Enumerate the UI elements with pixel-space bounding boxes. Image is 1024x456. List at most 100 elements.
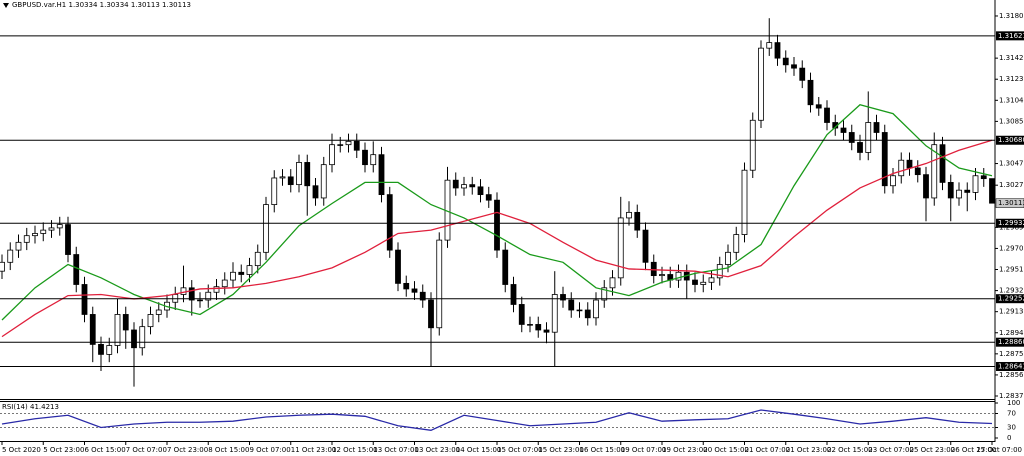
candle-body	[716, 264, 723, 279]
x-tick-label: 15 Oct 07:00	[497, 446, 543, 454]
candle-body	[320, 164, 327, 199]
x-tick-label: 16 Oct 15:00	[580, 446, 626, 454]
price-label-box	[995, 198, 1024, 208]
candle-body	[774, 42, 781, 59]
candle-body	[700, 281, 707, 285]
y-tick-label: 1.28375	[999, 392, 1024, 400]
y-tick-label: 1.28565	[999, 371, 1024, 379]
candle-body	[766, 42, 773, 49]
x-tick-label: 25 Oct 23:00	[910, 446, 956, 454]
candle-body	[263, 204, 269, 253]
candle-body	[73, 254, 80, 285]
menu-arrow[interactable]	[3, 3, 9, 8]
candle-body	[956, 189, 962, 199]
y-tick-label: 1.29705	[999, 244, 1024, 252]
candle-body	[939, 144, 946, 183]
candle-body	[205, 291, 212, 301]
y-tick-label: 1.29135	[999, 308, 1024, 316]
candle-body	[733, 234, 740, 253]
last-close: 1.30113	[162, 1, 191, 9]
last-high: 1.30334	[100, 1, 129, 9]
candle-body	[906, 159, 913, 169]
candle-body	[304, 162, 311, 187]
x-tick-label: 7 Oct 07:00	[126, 446, 167, 454]
candle-body	[345, 140, 352, 146]
candle-body	[378, 154, 385, 196]
y-tick-label: 1.31420	[999, 54, 1024, 62]
candle-body	[230, 271, 236, 281]
candle-body	[914, 167, 921, 176]
candle-body	[964, 189, 971, 193]
candle-body	[329, 144, 335, 166]
candle-body	[436, 239, 443, 329]
candle-body	[419, 291, 426, 301]
candle-body	[238, 271, 245, 275]
candle-body	[758, 47, 764, 121]
level-label-box	[996, 294, 1024, 304]
candle-body	[510, 284, 517, 305]
candle-body	[568, 299, 575, 311]
symbol: GBPUSD.var.H1	[12, 1, 66, 9]
y-tick-label: 1.29325	[999, 287, 1024, 295]
rsi-tick-label: 30	[1007, 424, 1016, 432]
x-tick-label: 15 Oct 23:00	[538, 446, 584, 454]
candle-body	[881, 132, 888, 187]
x-tick-label: 12 Oct 15:00	[332, 446, 378, 454]
level-label-box	[996, 135, 1024, 145]
candle-body	[246, 265, 253, 275]
candle-body	[601, 287, 608, 301]
candle-body	[873, 122, 880, 133]
rsi-tick-label: 70	[1007, 410, 1016, 418]
y-tick-label: 1.30275	[999, 181, 1024, 189]
chart-header: GBPUSD.var.H1 1.30334 1.30334 1.30113 1.…	[12, 1, 191, 9]
level-label-box	[996, 31, 1024, 41]
x-tick-label: 7 Oct 23:00	[167, 446, 208, 454]
candle-body	[477, 186, 484, 196]
candle-body	[197, 299, 203, 302]
candle-body	[461, 184, 467, 189]
candle-body	[791, 64, 797, 69]
candle-body	[749, 119, 756, 171]
candle-body	[395, 249, 401, 284]
candle-body	[0, 261, 5, 272]
candle-body	[180, 287, 187, 295]
rsi-header: RSI(14) 41.4213	[2, 403, 59, 411]
candle-body	[890, 175, 896, 187]
candle-body	[452, 179, 459, 189]
candle-body	[799, 67, 806, 81]
candle-body	[386, 194, 393, 251]
candle-body	[7, 249, 14, 263]
candle-body	[692, 279, 698, 285]
candle-body	[469, 184, 476, 188]
y-tick-label: 1.30850	[999, 117, 1024, 125]
x-tick-label: 13 Oct 07:00	[373, 446, 419, 454]
candle-body	[609, 277, 616, 289]
x-tick-label: 5 Oct 23:00	[43, 446, 84, 454]
candle-body	[518, 304, 525, 325]
rsi-name: RSI(14)	[2, 403, 28, 411]
rsi-value: 41.4213	[30, 403, 59, 411]
candle-body	[287, 176, 294, 186]
candle-body	[840, 127, 847, 133]
candle-body	[642, 229, 649, 263]
candle-body	[865, 122, 872, 153]
candle-body	[807, 79, 814, 106]
candle-body	[898, 159, 905, 177]
candle-body	[353, 140, 360, 151]
candle-body	[857, 142, 863, 153]
y-tick-label: 1.31040	[999, 96, 1024, 104]
last-open: 1.30334	[68, 1, 97, 9]
candle-body	[23, 235, 30, 243]
candle-body	[213, 286, 220, 293]
y-tick-label: 1.28945	[999, 329, 1024, 337]
candle-body	[56, 224, 63, 229]
price-label: 1.30113	[998, 199, 1024, 207]
candle-body	[485, 194, 492, 201]
x-tick-label: 21 Oct 23:00	[786, 446, 832, 454]
candle-body	[815, 104, 822, 109]
x-tick-label: 19 Oct 23:00	[662, 446, 708, 454]
candle-body	[931, 144, 938, 199]
x-tick-label: 13 Oct 23:00	[415, 446, 461, 454]
